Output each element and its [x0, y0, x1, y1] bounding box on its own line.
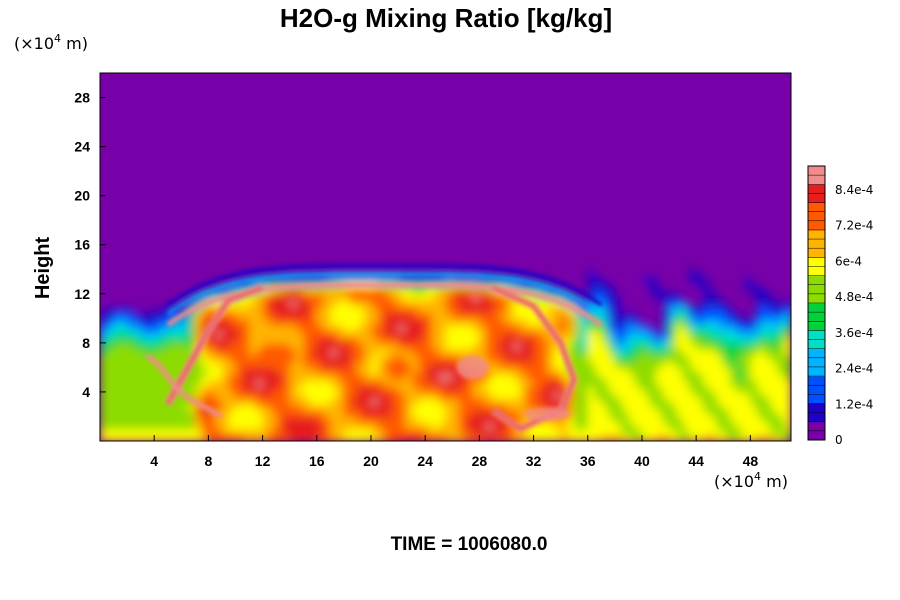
- y-tick-label: 8: [82, 335, 90, 351]
- x-tick-label: 20: [363, 453, 379, 469]
- colorbar-segment: [808, 412, 825, 423]
- y-tick-label: 4: [82, 384, 90, 400]
- colorbar-tick-label: 3.6e-4: [835, 326, 873, 340]
- colorbar-segment: [808, 421, 825, 432]
- colorbar-segment: [808, 339, 825, 350]
- colorbar-segment: [808, 166, 825, 176]
- colorbar-segment: [808, 284, 825, 295]
- y-tick-label: 16: [74, 237, 90, 253]
- colorbar-segment: [808, 348, 825, 359]
- colorbar-tick-label: 8.4e-4: [835, 183, 873, 197]
- plot-frame: [99, 72, 792, 442]
- colorbar-segment: [808, 211, 825, 222]
- colorbar-tick-label: 2.4e-4: [835, 362, 873, 376]
- colorbar-segment: [808, 376, 825, 386]
- colorbar-segment: [808, 229, 825, 240]
- x-tick-label: 8: [204, 453, 212, 469]
- colorbar-segment: [808, 312, 825, 322]
- x-tick-label: 40: [634, 453, 650, 469]
- colorbar-segment: [808, 220, 825, 231]
- x-tick-label: 44: [688, 453, 704, 469]
- colorbar: [807, 165, 826, 441]
- x-tick-label: 48: [743, 453, 759, 469]
- x-tick-label: 24: [417, 453, 433, 469]
- x-axis-unit: (×104 m): [714, 470, 788, 491]
- colorbar-segment: [808, 330, 825, 341]
- colorbar-segment: [808, 266, 825, 277]
- colorbar-tick-label: 4.8e-4: [835, 290, 873, 304]
- x-tick-label: 28: [472, 453, 488, 469]
- colorbar-segment: [808, 193, 825, 204]
- x-tick-label: 4: [150, 453, 158, 469]
- colorbar-segment: [808, 321, 825, 331]
- colorbar-segment: [808, 184, 825, 194]
- colorbar-segment: [808, 293, 825, 304]
- x-axis-ticks: 4 8 12 16 20 24 28 32 36 40 44 48: [150, 435, 758, 469]
- y-tick-label: 12: [74, 286, 90, 302]
- time-label: TIME = 1006080.0: [391, 534, 548, 555]
- y-tick-label: 20: [74, 188, 90, 204]
- x-tick-label: 12: [255, 453, 271, 469]
- y-tick-label: 28: [74, 90, 90, 106]
- colorbar-segment: [808, 275, 825, 286]
- colorbar-segment: [808, 248, 825, 258]
- colorbar-ticks: 0 1.2e-4 2.4e-4 3.6e-4 4.8e-4 6e-4 7.2e-4 8.4e-…: [835, 183, 873, 447]
- colorbar-tick-label: 1.2e-4: [835, 397, 873, 411]
- colorbar-segment: [808, 202, 825, 213]
- x-tick-label: 36: [580, 453, 596, 469]
- y-axis-ticks: 4 8 12 16 20 24 28: [74, 90, 106, 400]
- colorbar-segment: [808, 403, 825, 414]
- colorbar-segment: [808, 357, 825, 368]
- x-tick-label: 16: [309, 453, 325, 469]
- chart-title: H2O-g Mixing Ratio [kg/kg]: [280, 3, 612, 33]
- colorbar-tick-label: 0: [835, 433, 843, 447]
- colorbar-segment: [808, 430, 825, 441]
- y-tick-label: 24: [74, 139, 90, 155]
- y-axis-unit: (×104 m): [14, 32, 88, 53]
- colorbar-segment: [808, 366, 825, 377]
- colorbar-tick-label: 7.2e-4: [835, 219, 873, 233]
- colorbar-segment: [808, 385, 825, 395]
- colorbar-tick-label: 6e-4: [835, 254, 862, 268]
- y-axis-label: Height: [32, 237, 54, 300]
- colorbar-segment: [808, 394, 825, 404]
- heatmap-field: [100, 73, 791, 441]
- colorbar-segment: [808, 175, 825, 185]
- x-tick-label: 32: [526, 453, 542, 469]
- colorbar-segment: [808, 239, 825, 249]
- colorbar-segment: [808, 257, 825, 267]
- colorbar-segment: [808, 303, 825, 313]
